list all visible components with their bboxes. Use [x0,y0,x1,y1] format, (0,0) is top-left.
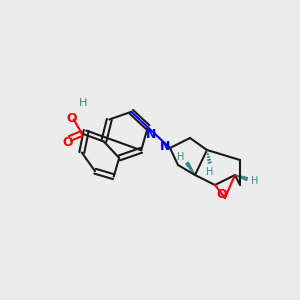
Text: H: H [251,176,259,186]
Text: N: N [146,128,156,141]
Text: O: O [62,136,73,149]
Text: H: H [177,152,185,162]
Text: O: O [67,112,77,125]
Text: H: H [79,98,87,109]
Text: O: O [217,188,227,202]
Polygon shape [186,162,195,175]
Text: N: N [160,140,170,154]
Polygon shape [235,175,247,180]
Text: H: H [206,167,214,177]
